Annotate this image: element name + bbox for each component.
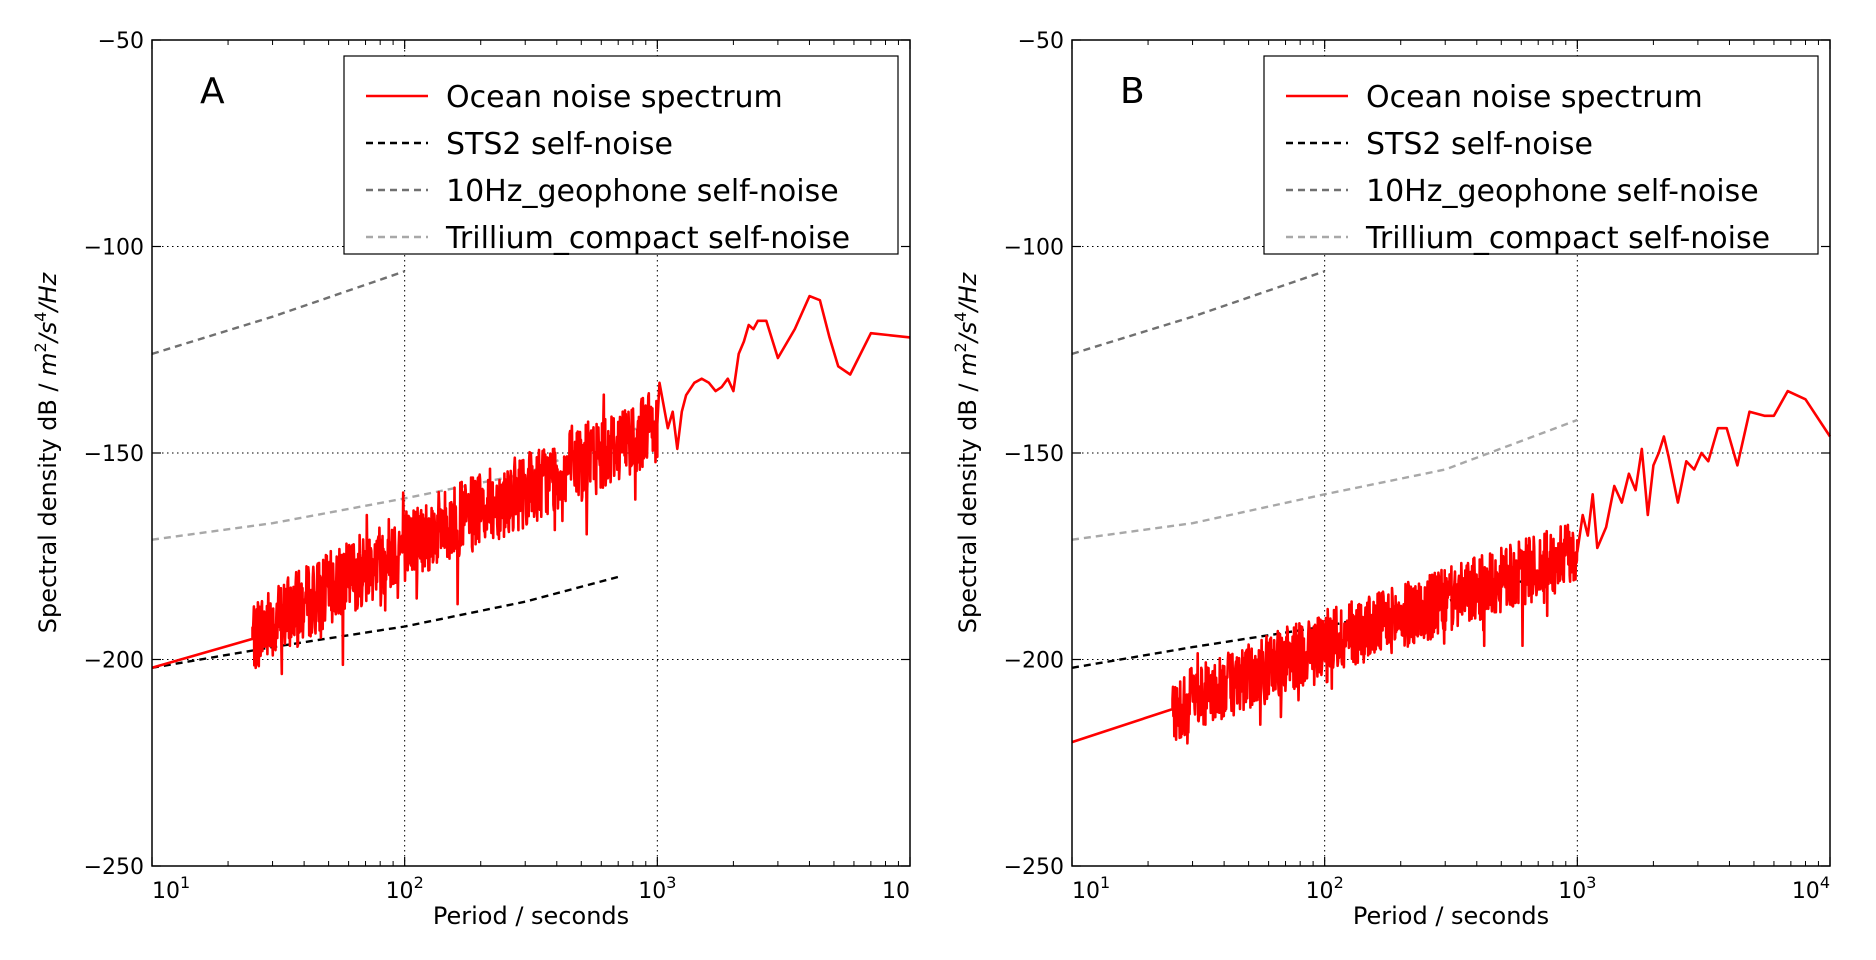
- y-tick-label: −100: [1004, 236, 1064, 261]
- x-tick-label-exponent: 3: [666, 873, 676, 892]
- y-axis-label-unit: /Hz: [954, 271, 982, 313]
- y-tick-label: −250: [1004, 855, 1064, 880]
- x-tick-label-base: 10: [152, 879, 180, 904]
- legend-entry-label: Ocean noise spectrum: [446, 80, 783, 115]
- x-tick-label: 104: [1792, 873, 1830, 904]
- x-tick-label-base: 10: [386, 879, 414, 904]
- y-tick-label: −200: [1004, 649, 1064, 674]
- x-tick-label-base: 10: [1558, 879, 1586, 904]
- y-axis-label-unit: 2: [951, 342, 970, 352]
- panel-label: B: [1120, 71, 1145, 112]
- legend-entry-label: STS2 self-noise: [1366, 127, 1593, 162]
- x-tick-label-exponent: 3: [1586, 873, 1596, 892]
- x-axis-label: Period / seconds: [433, 902, 629, 930]
- y-tick-label: −50: [1018, 29, 1064, 54]
- y-axis-label-unit: 4: [951, 311, 970, 321]
- legend-entry-label: Trillium_compact self-noise: [445, 221, 850, 256]
- legend-entry-label: Trillium_compact self-noise: [1365, 221, 1770, 256]
- series-line-10hz-geophone-self-noise: [1071, 270, 1326, 356]
- x-tick-label-base: 10: [1792, 879, 1820, 904]
- legend-entry-label: STS2 self-noise: [446, 127, 673, 162]
- series-line-trillium-compact-self-noise: [1071, 418, 1578, 541]
- y-tick-label: −200: [84, 649, 144, 674]
- y-tick-label: −150: [1004, 442, 1064, 467]
- x-tick-label-base: 10: [1072, 879, 1100, 904]
- x-tick-label-base: 10: [882, 879, 910, 904]
- legend-entry-label: 10Hz_geophone self-noise: [446, 174, 839, 209]
- y-axis-label-prefix: Spectral density dB /: [954, 376, 982, 633]
- y-axis-label-unit: /s: [34, 322, 62, 345]
- x-tick-label: 103: [638, 873, 676, 904]
- legend-entry-label: Ocean noise spectrum: [1366, 80, 1703, 115]
- x-tick-label-base: 10: [1306, 879, 1334, 904]
- x-tick-label-exponent: 1: [180, 873, 190, 892]
- y-tick-label: −150: [84, 442, 144, 467]
- legend-box: [1263, 55, 1819, 255]
- y-axis-label-prefix: Spectral density dB /: [34, 376, 62, 633]
- y-axis-label: Spectral density dB / m2/s4/Hz: [31, 271, 62, 633]
- x-tick-label: 103: [1558, 873, 1596, 904]
- y-axis-label-unit: m: [954, 352, 982, 375]
- series-line-ocean-noise-spectrum: [1071, 389, 1832, 745]
- series-line-10hz-geophone-self-noise: [151, 270, 406, 356]
- series-line-sts2-self-noise: [151, 575, 619, 669]
- panel-label: A: [200, 71, 225, 112]
- y-axis-label-unit: /s: [954, 322, 982, 345]
- y-tick-label: −100: [84, 236, 144, 261]
- y-axis-label: Spectral density dB / m2/s4/Hz: [951, 271, 982, 633]
- series-line-ocean-noise-spectrum: [151, 294, 911, 676]
- x-tick-label: 101: [1072, 873, 1110, 904]
- y-tick-label: −250: [84, 855, 144, 880]
- x-axis-label: Period / seconds: [1353, 902, 1549, 930]
- x-tick-label-exponent: 4: [1820, 873, 1830, 892]
- y-axis-label-unit: /Hz: [34, 271, 62, 313]
- x-tick-label-exponent: 2: [1334, 873, 1344, 892]
- x-tick-label: 102: [1306, 873, 1344, 904]
- legend-entry-label: 10Hz_geophone self-noise: [1366, 174, 1759, 209]
- y-axis-label-unit: 2: [31, 342, 50, 352]
- x-tick-label-exponent: 1: [1100, 873, 1110, 892]
- y-tick-label: −50: [98, 29, 144, 54]
- y-axis-label-unit: 4: [31, 311, 50, 321]
- x-tick-label-exponent: 2: [414, 873, 424, 892]
- x-tick-label-base: 10: [638, 879, 666, 904]
- legend-box: [343, 55, 899, 255]
- x-tick-label: 101: [152, 873, 190, 904]
- x-tick-label: 10: [882, 879, 910, 904]
- y-axis-label-unit: m: [34, 352, 62, 375]
- x-tick-label: 102: [386, 873, 424, 904]
